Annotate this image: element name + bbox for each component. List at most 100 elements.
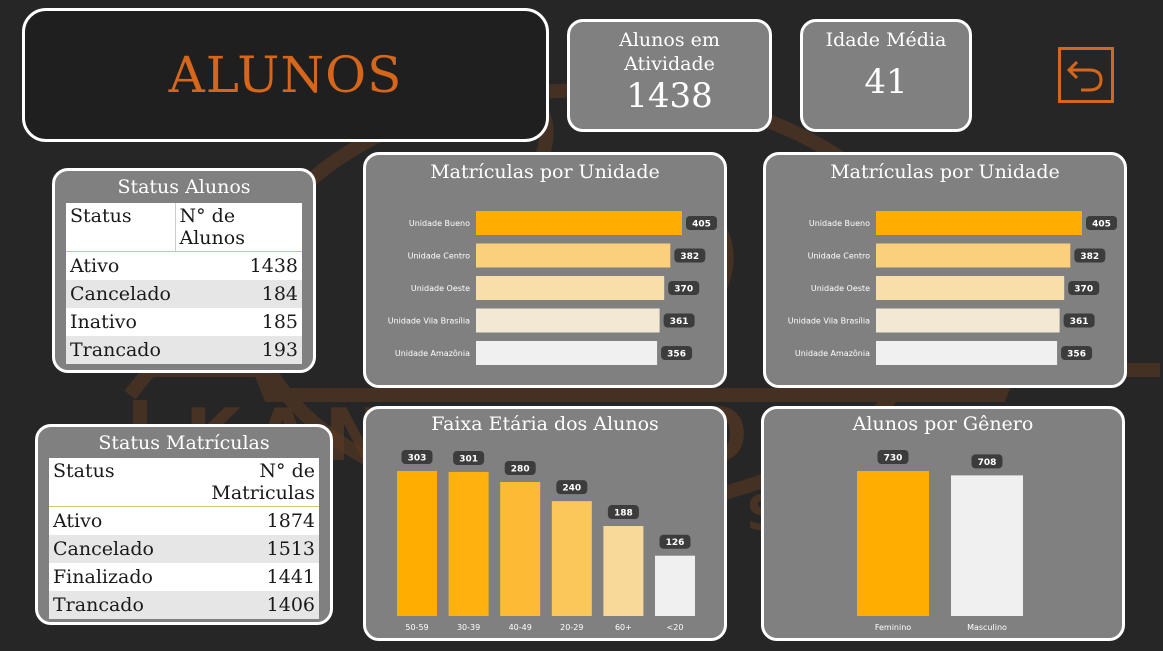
bar (876, 276, 1065, 300)
bar (476, 243, 671, 268)
enrollments-by-unit-chart-2: Unidade Bueno 405 Unidade Centro 382 Unidade… (788, 211, 1117, 365)
category-label: Unidade Oeste (411, 284, 470, 293)
bar (857, 471, 929, 616)
status-cell: Finalizado (53, 565, 153, 588)
students-by-gender-chart-card: Alunos por Gênero 730 Feminino 708 Masculin… (761, 406, 1125, 641)
category-label: Masculino (967, 623, 1007, 632)
count-cell: 1874 (266, 509, 315, 532)
bar (476, 308, 660, 333)
data-label-bg (971, 454, 1003, 469)
data-label-bg (663, 313, 695, 328)
kpi-average-age-card: Idade Média 41 (800, 19, 972, 132)
bar (476, 341, 658, 365)
data-label: 730 (884, 454, 903, 464)
bar (876, 243, 1071, 268)
column-header: N° de Matriculas (158, 458, 319, 507)
data-label: 382 (680, 252, 699, 262)
data-label: 303 (408, 454, 427, 464)
table-row: Ativo 1438 (66, 252, 302, 280)
kpi-average-age-label: Idade Média (825, 29, 947, 51)
bar (551, 501, 592, 616)
category-label: 20-29 (560, 623, 583, 632)
category-label: 50-59 (405, 623, 428, 632)
chart-title: Faixa Etária dos Alunos (431, 413, 659, 435)
data-label-bg (668, 281, 700, 295)
data-label-bg (1063, 313, 1095, 328)
chart-title: Matrículas por Unidade (830, 161, 1060, 183)
data-label: 356 (667, 350, 686, 360)
bar (876, 341, 1058, 365)
status-cell: Cancelado (49, 534, 158, 563)
table-row: Cancelado 1513 (49, 534, 319, 563)
data-label-bg (556, 480, 588, 495)
table-row: Finalizado 1441 (49, 563, 319, 591)
data-label-bg (659, 534, 691, 549)
table-row: Ativo 1874 (49, 507, 319, 535)
data-label: 188 (614, 509, 633, 519)
data-label-bg (607, 505, 639, 520)
status-cell: Cancelado (66, 279, 175, 308)
count-cell: 1513 (158, 534, 319, 563)
category-label: Unidade Amazônia (395, 348, 470, 358)
bar (448, 471, 489, 616)
data-label: 708 (978, 458, 997, 468)
data-label-bg (1061, 346, 1093, 360)
data-label-bg (661, 346, 693, 360)
count-cell: 1441 (266, 565, 315, 588)
bar (876, 308, 1060, 333)
students-by-gender-chart: 730 Feminino 708 Masculino (857, 450, 1023, 632)
bar (951, 475, 1023, 616)
column-header: Status (49, 458, 158, 507)
data-label-bg (686, 216, 717, 230)
bar (655, 555, 695, 616)
column-header: Status (66, 203, 176, 252)
column-header: N° de Alunos (175, 203, 302, 252)
age-range-chart: 303 50-59 301 30-39 280 40-49 240 20-29 188 60+ 12… (397, 450, 695, 632)
count-cell: 1438 (249, 254, 298, 277)
data-label-bg (1086, 216, 1117, 230)
data-label: 361 (670, 317, 689, 327)
status-alunos-title: Status Alunos (117, 176, 251, 198)
kpi-active-students-label: Alunos em Atividade (619, 29, 720, 75)
category-label: Unidade Vila Brasília (788, 317, 870, 326)
bar (397, 471, 437, 616)
category-label: Feminino (875, 623, 911, 632)
back-button[interactable] (1058, 47, 1114, 103)
bar (476, 211, 682, 235)
table-row: Trancado 193 (66, 335, 302, 364)
count-cell: 1406 (158, 590, 319, 619)
bar (476, 276, 665, 300)
kpi-active-students-value: 1438 (626, 76, 713, 116)
age-range-chart-card: Faixa Etária dos Alunos 303 50-59 301 30-39… (363, 406, 727, 641)
page-title-panel: ALUNOS (22, 8, 549, 142)
category-label: Unidade Centro (808, 252, 871, 261)
category-label: Unidade Amazônia (795, 348, 870, 358)
data-label: 370 (1074, 285, 1093, 295)
category-label: 40-49 (509, 623, 532, 632)
count-cell: 185 (261, 310, 298, 333)
status-alunos-table: Status N° de Alunos Ativo 1438 Cancelado… (66, 203, 302, 364)
bar (603, 526, 644, 616)
category-label: Unidade Bueno (409, 219, 470, 228)
table-row: Trancado 1406 (49, 590, 319, 619)
category-label: <20 (667, 623, 684, 632)
table-row: Inativo 185 (66, 308, 302, 336)
data-label: 126 (666, 538, 685, 548)
status-alunos-card: Status Alunos Status N° de Alunos Ativo … (52, 168, 316, 373)
status-cell: Trancado (66, 335, 175, 364)
data-label: 280 (511, 465, 530, 475)
chart-title: Alunos por Gênero (852, 413, 1034, 435)
kpi-active-students-card: Alunos em Atividade 1438 (567, 19, 772, 132)
status-cell: Ativo (70, 254, 120, 277)
count-cell: 193 (175, 335, 302, 364)
data-label-bg (877, 450, 909, 464)
undo-arrow-icon (1066, 60, 1103, 92)
status-matriculas-title: Status Matrículas (98, 432, 270, 454)
data-label: 405 (1092, 220, 1111, 230)
status-cell: Trancado (49, 590, 158, 619)
kpi-average-age-value: 41 (864, 62, 908, 102)
status-matriculas-table: Status N° de Matriculas Ativo 1874 Cance… (49, 458, 319, 619)
data-label: 405 (692, 220, 711, 230)
data-label: 301 (459, 454, 478, 464)
category-label: 60+ (615, 623, 632, 632)
